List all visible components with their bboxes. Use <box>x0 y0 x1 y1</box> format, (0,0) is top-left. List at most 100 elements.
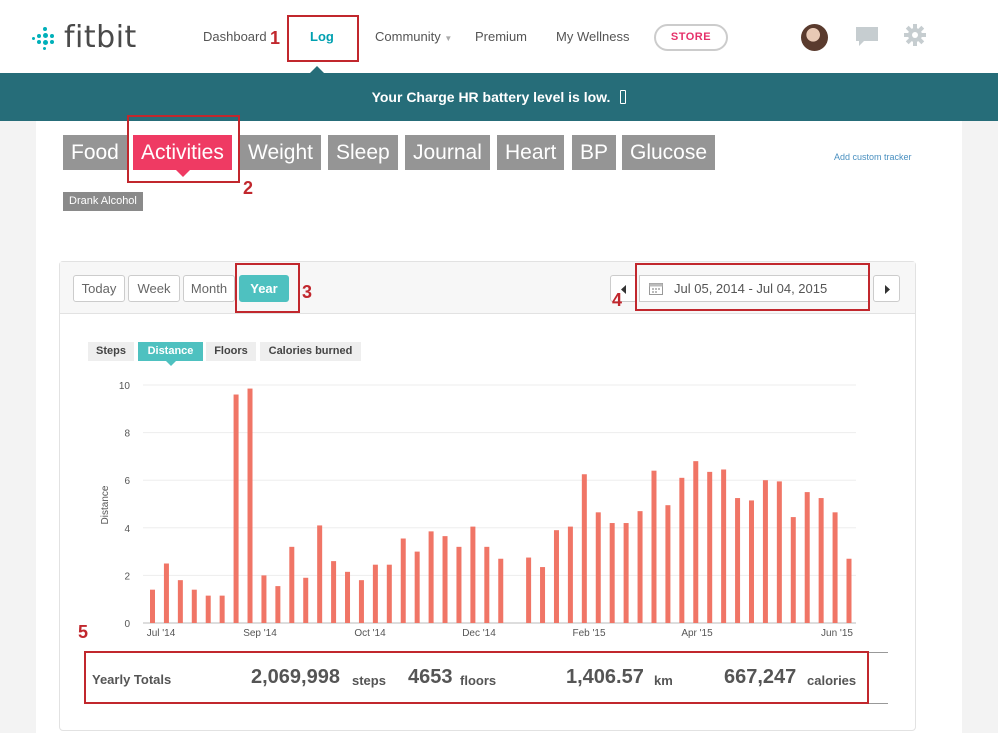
calendar-icon <box>649 283 663 295</box>
x-tick-label: Jun '15 <box>821 628 853 639</box>
total-km-unit: km <box>654 673 673 688</box>
bar <box>623 523 629 623</box>
battery-banner-text: Your Charge HR battery level is low. <box>371 89 611 105</box>
bar <box>637 511 643 623</box>
range-year-button[interactable]: Year <box>239 275 289 302</box>
y-tick-label: 10 <box>119 381 131 392</box>
y-tick-label: 0 <box>124 619 130 630</box>
bar <box>721 469 727 623</box>
range-today-button[interactable]: Today <box>73 275 125 302</box>
nav-community-label: Community <box>375 29 441 44</box>
tracker-tab-glucose[interactable]: Glucose <box>622 135 716 170</box>
bar <box>484 546 490 623</box>
range-week-button[interactable]: Week <box>128 275 180 302</box>
bar <box>526 557 532 623</box>
metric-floors-tab[interactable]: Floors <box>206 342 256 361</box>
bar <box>609 523 615 623</box>
tracker-tab-sleep[interactable]: Sleep <box>328 135 398 170</box>
drank-alcohol-tag[interactable]: Drank Alcohol <box>63 192 143 211</box>
bar <box>372 564 378 623</box>
bar <box>247 388 253 623</box>
date-next-button[interactable] <box>873 275 900 302</box>
add-custom-tracker-link[interactable]: Add custom tracker <box>834 152 912 162</box>
nav-my-wellness[interactable]: My Wellness <box>556 29 630 44</box>
annotation-box-3 <box>235 263 300 313</box>
bar <box>219 595 225 623</box>
top-nav: fitbit Dashboard Log Community ▼ Premium… <box>0 0 998 73</box>
x-tick-label: Dec '14 <box>462 628 496 639</box>
bar <box>707 471 713 623</box>
bar <box>442 536 448 623</box>
annotation-box-4 <box>635 263 870 311</box>
nav-active-caret <box>310 66 324 73</box>
nav-dashboard[interactable]: Dashboard <box>203 29 267 44</box>
annotation-number-5: 5 <box>78 622 89 642</box>
tracker-tab-food[interactable]: Food <box>63 135 127 170</box>
bar <box>470 526 476 623</box>
nav-log[interactable]: Log <box>310 29 334 44</box>
annotation-number-3: 3 <box>302 282 313 302</box>
total-steps-unit: steps <box>352 673 386 688</box>
bar <box>762 480 768 623</box>
bar <box>303 577 309 623</box>
bar <box>595 512 601 623</box>
total-calories-unit: calories <box>807 673 857 688</box>
store-button[interactable]: STORE <box>654 24 728 51</box>
bar <box>317 525 323 623</box>
range-month-button[interactable]: Month <box>183 275 235 302</box>
total-steps-value: 2,069,998 <box>251 666 340 688</box>
tracker-tab-weight[interactable]: Weight <box>240 135 321 170</box>
messages-icon[interactable] <box>855 26 879 48</box>
metric-steps-tab[interactable]: Steps <box>88 342 134 361</box>
date-range-field[interactable]: Jul 05, 2014 - Jul 04, 2015 <box>639 275 869 302</box>
tracker-tab-journal[interactable]: Journal <box>405 135 490 170</box>
y-axis-label: Distance <box>100 485 111 524</box>
bar <box>414 551 420 623</box>
annotation-number-2: 2 <box>243 178 254 198</box>
tracker-tab-heart[interactable]: Heart <box>497 135 565 170</box>
bar <box>163 563 169 623</box>
avatar[interactable] <box>801 24 828 51</box>
x-tick-label: Feb '15 <box>572 628 605 639</box>
bar <box>818 498 824 623</box>
tracker-tab-bp[interactable]: BP <box>572 135 617 170</box>
metric-calories-tab[interactable]: Calories burned <box>260 342 361 361</box>
total-calories-value: 667,247 <box>724 666 797 688</box>
annotation-box-1 <box>287 15 359 62</box>
fitbit-logo[interactable]: fitbit <box>32 20 137 55</box>
yearly-totals-label: Yearly Totals <box>92 672 172 687</box>
annotation-number-4: 4 <box>612 290 623 310</box>
gear-icon[interactable] <box>904 24 926 46</box>
bar <box>790 517 796 623</box>
bar <box>804 492 810 623</box>
bar <box>581 474 587 623</box>
battery-low-icon <box>620 90 627 104</box>
metric-distance-tab[interactable]: Distance <box>138 342 203 361</box>
bar <box>331 561 337 623</box>
bar <box>345 571 351 623</box>
x-tick-label: Apr '15 <box>681 628 713 639</box>
bar <box>553 530 559 623</box>
bar <box>651 470 657 623</box>
nav-community[interactable]: Community ▼ <box>375 29 452 44</box>
bar <box>498 558 504 623</box>
total-floors-unit: floors <box>460 673 497 688</box>
chevron-down-icon: ▼ <box>444 34 453 43</box>
bar <box>456 546 462 623</box>
y-tick-label: 4 <box>124 524 130 535</box>
y-tick-label: 6 <box>124 476 130 487</box>
bar <box>693 461 699 623</box>
tracker-tab-activities[interactable]: Activities <box>133 135 232 170</box>
bar <box>205 595 211 623</box>
bar <box>261 575 267 623</box>
x-tick-label: Sep '14 <box>243 628 277 639</box>
bar <box>776 481 782 623</box>
bar <box>428 531 434 623</box>
bar <box>735 498 741 623</box>
chevron-left-icon <box>621 285 626 294</box>
bar <box>386 564 392 623</box>
bar <box>289 546 295 623</box>
battery-banner: Your Charge HR battery level is low. <box>0 73 998 121</box>
nav-premium[interactable]: Premium <box>475 29 528 44</box>
